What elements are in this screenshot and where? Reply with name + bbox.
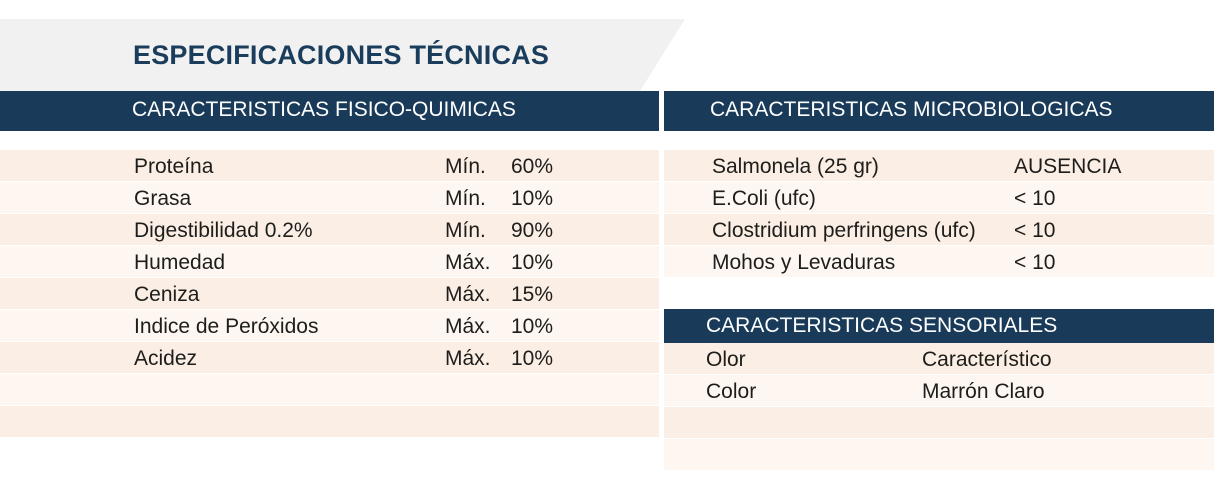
spec-value: 10% <box>511 347 554 370</box>
spec-name: Clostridium perfringens (ufc) <box>712 219 976 242</box>
spec-name: Grasa <box>134 187 192 210</box>
microbiologicas-header: CARACTERISTICAS MICROBIOLOGICAS <box>664 91 1214 131</box>
table-row: Indice de Peróxidos Máx. 10% <box>0 310 659 341</box>
spec-qualifier: Máx. <box>445 251 491 274</box>
spec-value: AUSENCIA <box>1014 155 1122 178</box>
spec-name: Mohos y Levaduras <box>712 251 896 274</box>
spec-value: 60% <box>511 155 554 178</box>
spec-qualifier: Mín. <box>445 219 486 242</box>
spec-value: 10% <box>511 251 554 274</box>
spec-name: Proteína <box>134 155 214 178</box>
spec-name: Color <box>706 380 757 403</box>
table-row-empty <box>0 406 659 437</box>
sensoriales-table: Olor Característico Color Marrón Claro <box>664 343 1214 471</box>
table-row: Olor Característico <box>664 343 1214 374</box>
spec-name: Indice de Peróxidos <box>134 315 319 338</box>
table-row: Proteína Mín. 60% <box>0 150 659 181</box>
table-row: Salmonela (25 gr) AUSENCIA <box>664 150 1214 181</box>
title-band <box>0 19 685 91</box>
spec-value: < 10 <box>1014 251 1056 274</box>
table-row-empty <box>0 374 659 405</box>
sensoriales-header: CARACTERISTICAS SENSORIALES <box>664 309 1214 343</box>
table-row-empty <box>664 407 1214 438</box>
spec-qualifier: Máx. <box>445 283 491 306</box>
spec-name: Ceniza <box>134 283 200 306</box>
spec-name: Digestibilidad 0.2% <box>134 219 313 242</box>
table-row: Acidez Máx. 10% <box>0 342 659 373</box>
spec-name: Humedad <box>134 251 226 274</box>
spec-name: Olor <box>706 348 746 371</box>
spec-value: 10% <box>511 315 554 338</box>
spec-name: E.Coli (ufc) <box>712 187 816 210</box>
spec-name: Salmonela (25 gr) <box>712 155 879 178</box>
table-row: Color Marrón Claro <box>664 375 1214 406</box>
spec-qualifier: Mín. <box>445 187 486 210</box>
spec-value: Marrón Claro <box>922 380 1045 403</box>
table-row: Clostridium perfringens (ufc) < 10 <box>664 214 1214 245</box>
spec-value: < 10 <box>1014 187 1056 210</box>
microbiologicas-table: Salmonela (25 gr) AUSENCIA E.Coli (ufc) … <box>664 150 1214 278</box>
spec-value: 15% <box>511 283 554 306</box>
spec-qualifier: Máx. <box>445 347 491 370</box>
table-row-empty <box>664 439 1214 470</box>
spec-name: Acidez <box>134 347 198 370</box>
table-row: Grasa Mín. 10% <box>0 182 659 213</box>
spec-value: Característico <box>922 348 1052 371</box>
spec-value: < 10 <box>1014 219 1056 242</box>
spec-value: 10% <box>511 187 554 210</box>
table-row: Digestibilidad 0.2% Mín. 90% <box>0 214 659 245</box>
spec-qualifier: Mín. <box>445 155 486 178</box>
table-row: Ceniza Máx. 15% <box>0 278 659 309</box>
spec-qualifier: Máx. <box>445 315 491 338</box>
page-title: ESPECIFICACIONES TÉCNICAS <box>133 40 550 70</box>
fisico-quimicas-table: Proteína Mín. 60% Grasa Mín. 10% Digesti… <box>0 150 659 438</box>
table-row: E.Coli (ufc) < 10 <box>664 182 1214 213</box>
fisico-quimicas-header: CARACTERISTICAS FISICO-QUIMICAS <box>0 91 659 131</box>
table-row: Humedad Máx. 10% <box>0 246 659 277</box>
table-row: Mohos y Levaduras < 10 <box>664 246 1214 277</box>
spec-value: 90% <box>511 219 554 242</box>
